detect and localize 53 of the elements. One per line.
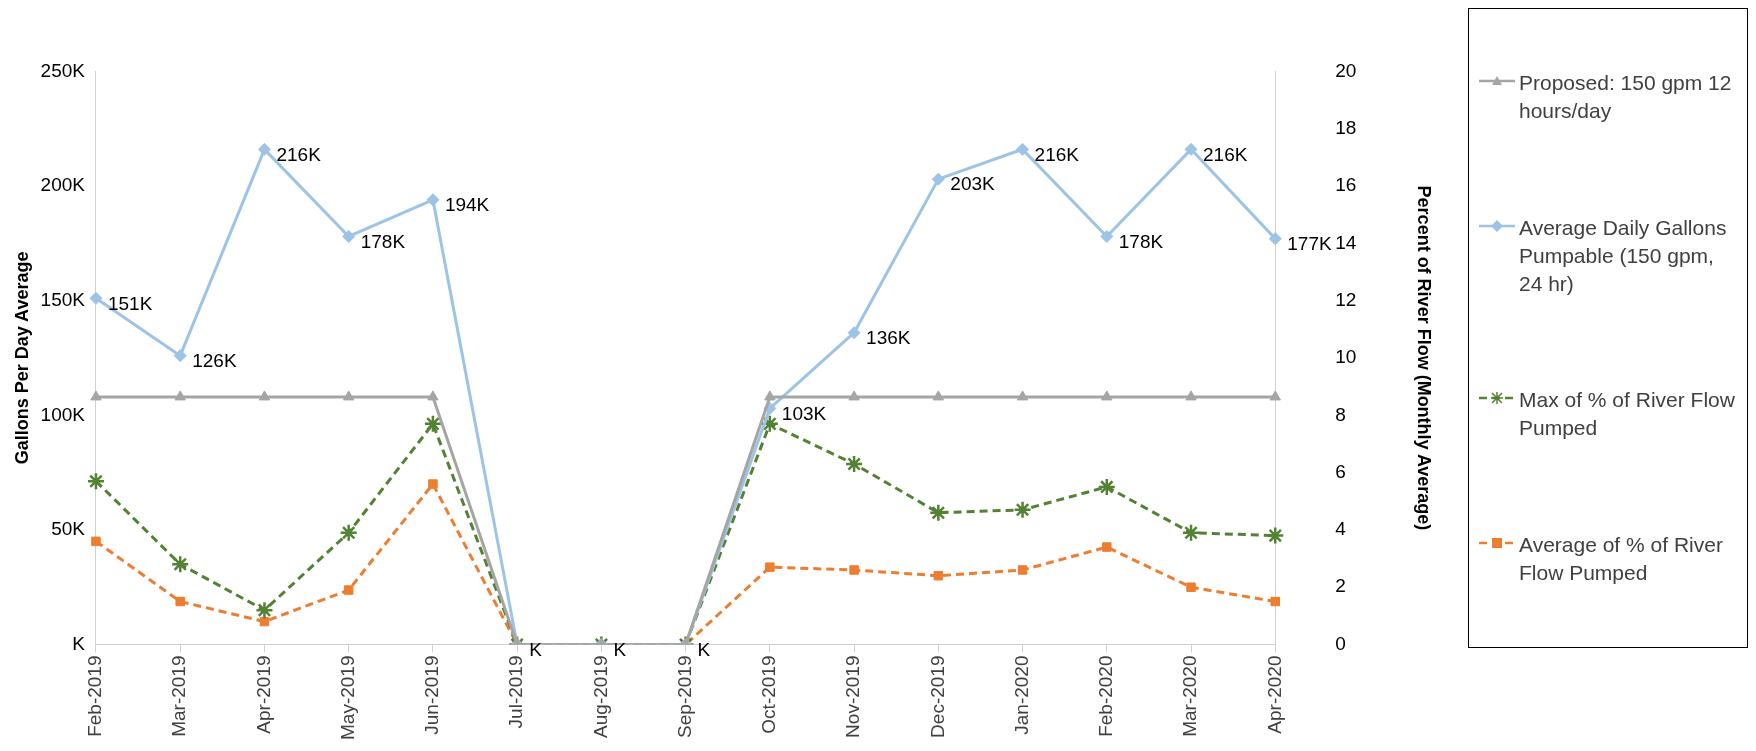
y-axis-title: Gallons Per Day Average [11,251,32,465]
data-label: 216K [1203,143,1248,165]
data-label: 194K [444,194,490,216]
x-tick-label: Sep-2019 [673,655,695,738]
data-label: 178K [360,230,406,252]
y2-tick-label: 16 [1335,174,1357,196]
legend-label: Proposed: 150 gpm 12 hours/day [1519,70,1733,125]
data-label: 216K [1034,143,1080,165]
data-label: K [529,638,543,660]
x-tick-label: Mar-2020 [1179,655,1201,737]
legend-label: Average Daily Gallons Pumpable (150 gpm, 24 hr) [1519,214,1728,297]
y2-tick-label: 18 [1335,116,1357,138]
x-tick-label: Oct-2019 [758,655,780,734]
data-label: 136K [866,326,911,348]
x-tick-label: Feb-2020 [1095,655,1117,737]
data-label: 126K [192,349,237,371]
y-tick-label: 200K [40,174,86,196]
data-label: 177K [1287,232,1332,254]
y2-axis-title: Percent of River Flow (Monthly Average) [1414,185,1435,531]
data-label: K [697,638,711,660]
x-tick-label: Jun-2019 [421,655,443,735]
data-label: 178K [1118,230,1164,252]
y2-tick-label: 10 [1335,346,1357,368]
y2-tick-label: 12 [1335,288,1357,310]
data-label: 103K [781,402,827,424]
data-label: 216K [276,143,322,165]
x-tick-label: Apr-2019 [252,655,274,734]
legend-label: Max of % of River Flow Pumped [1519,387,1736,442]
y2-tick-label: 0 [1335,632,1346,654]
x-tick-label: Mar-2019 [168,655,190,737]
legend-label: Average of % of River Flow Pumped [1519,531,1724,586]
y2-tick-label: 20 [1335,59,1357,81]
x-tick-label: Feb-2019 [84,655,106,737]
x-tick-label: Jul-2019 [505,655,527,729]
x-tick-label: Dec-2019 [926,655,948,738]
y-tick-label: 250K [40,59,86,81]
data-label: 203K [950,173,996,195]
data-label: 151K [107,292,153,314]
y2-tick-label: 6 [1335,460,1346,482]
y2-tick-label: 2 [1335,575,1346,597]
x-tick-label: Jan-2020 [1010,655,1032,735]
x-tick-label: Apr-2020 [1263,655,1285,734]
x-tick-label: Aug-2019 [589,655,611,738]
y-tick-label: 50K [51,518,86,540]
y-tick-label: 100K [40,403,86,425]
y2-tick-label: 4 [1335,518,1347,540]
y2-tick-label: 8 [1335,403,1346,425]
x-tick-label: Nov-2019 [842,655,864,738]
data-label: K [613,638,627,660]
y-tick-label: 150K [40,288,86,310]
y-tick-label: K [72,632,86,654]
x-tick-label: May-2019 [336,655,358,741]
y2-tick-label: 14 [1335,231,1357,253]
